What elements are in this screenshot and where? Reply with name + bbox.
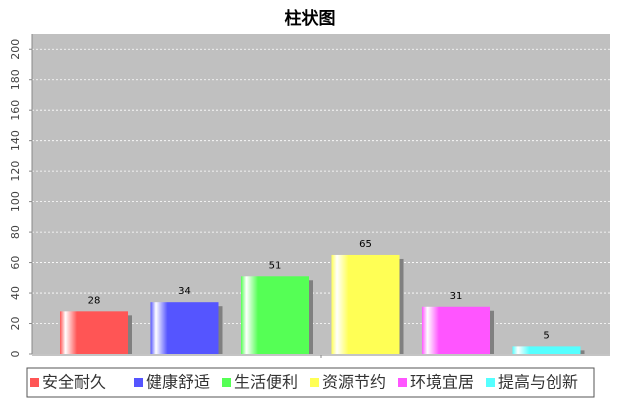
legend-label: 健康舒适	[146, 373, 210, 392]
legend-label: 资源节约	[322, 373, 386, 392]
y-tick-label: 40	[9, 286, 22, 300]
y-tick-label: 100	[9, 191, 22, 212]
bar	[331, 254, 400, 354]
y-tick-label: 80	[9, 225, 22, 239]
y-tick-label: 200	[9, 39, 22, 60]
y-tick-label: 180	[9, 69, 22, 90]
y-tick-label: 140	[9, 130, 22, 151]
y-tick-label: 0	[9, 351, 22, 358]
value-label: 31	[450, 291, 463, 302]
legend-swatch	[398, 378, 407, 387]
value-label: 5	[543, 330, 549, 341]
value-label: 65	[359, 239, 372, 250]
bar	[60, 311, 128, 354]
legend-label: 生活便利	[234, 373, 298, 392]
legend-label: 提高与创新	[498, 373, 578, 392]
legend-swatch	[486, 378, 495, 387]
legend-swatch	[30, 378, 39, 387]
y-tick-label: 120	[9, 161, 22, 182]
plot-area	[32, 34, 610, 354]
y-tick-label: 20	[9, 317, 22, 331]
value-label: 34	[178, 286, 191, 297]
legend-swatch	[222, 378, 231, 387]
y-tick-label: 60	[9, 256, 22, 270]
bar	[512, 346, 581, 354]
legend-swatch	[310, 378, 319, 387]
bar	[241, 276, 309, 354]
bar	[150, 302, 219, 354]
legend-swatch	[134, 378, 143, 387]
value-label: 28	[88, 295, 101, 306]
value-label: 51	[269, 260, 282, 271]
chart-title: 柱状图	[285, 8, 336, 29]
legend-label: 安全耐久	[42, 373, 106, 392]
y-tick-label: 160	[9, 100, 22, 121]
bar	[422, 306, 490, 354]
legend-label: 环境宜居	[410, 373, 474, 392]
